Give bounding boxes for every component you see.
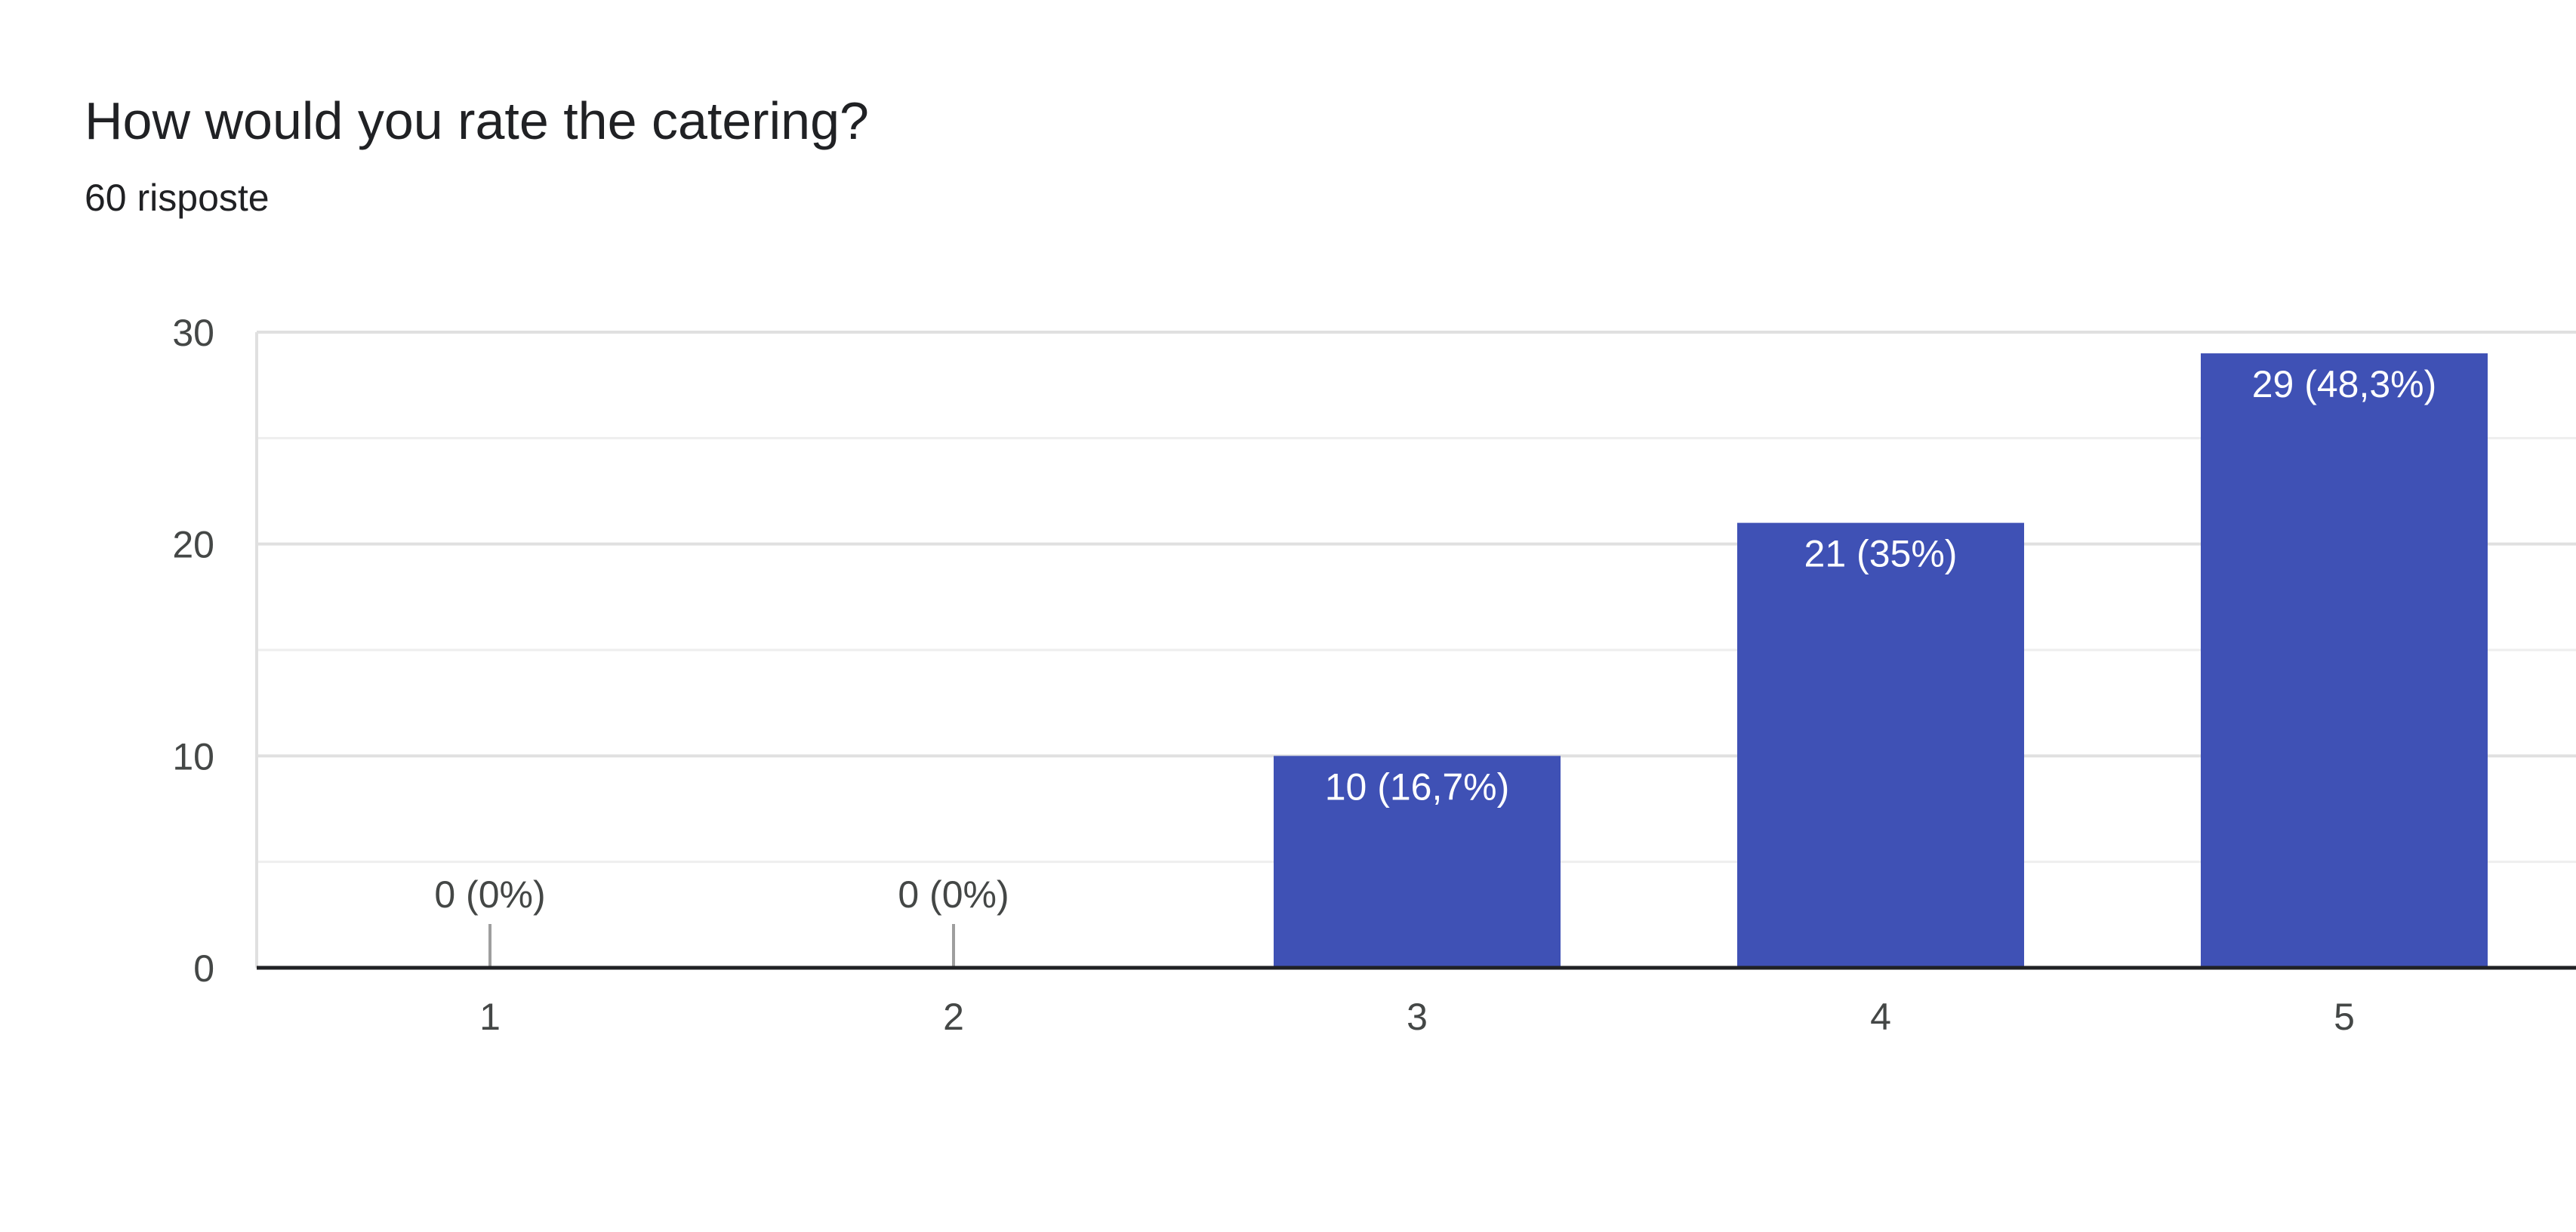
y-tick-label: 10 <box>172 735 214 778</box>
x-tick-label: 2 <box>943 996 964 1038</box>
bar-data-label: 29 (48,3%) <box>2252 363 2437 405</box>
bar-data-label: 0 (0%) <box>434 873 545 916</box>
x-tick-label: 4 <box>1870 996 1891 1038</box>
bar <box>2201 353 2488 969</box>
bar <box>1274 756 1561 968</box>
y-tick-label: 0 <box>193 947 214 990</box>
x-tick-label: 5 <box>2334 996 2355 1038</box>
chart-title: How would you rate the catering? <box>85 91 869 150</box>
y-tick-label: 20 <box>172 524 214 566</box>
bar-data-label: 21 (35%) <box>1804 533 1958 575</box>
x-tick-label: 3 <box>1407 996 1428 1038</box>
x-tick-label: 1 <box>479 996 501 1038</box>
bar-data-label: 0 (0%) <box>898 873 1009 916</box>
bar-data-label: 10 (16,7%) <box>1325 765 1510 808</box>
response-count: 60 risposte <box>85 177 270 219</box>
bar <box>1737 522 2024 968</box>
y-tick-label: 30 <box>172 312 214 354</box>
